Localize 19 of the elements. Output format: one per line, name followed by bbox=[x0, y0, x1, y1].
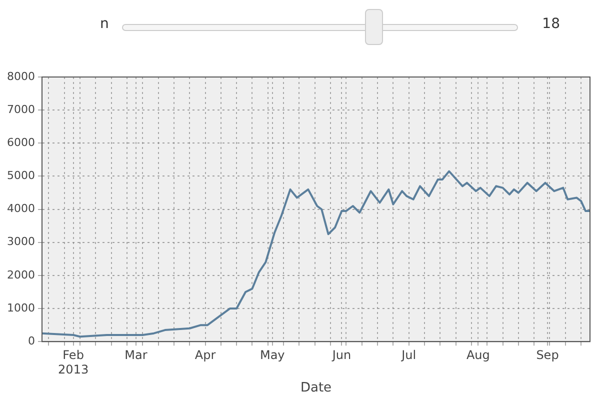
x-tick-label: Sep bbox=[536, 348, 559, 362]
slider-control: n 18 bbox=[100, 8, 560, 44]
y-tick-label: 7000 bbox=[6, 102, 35, 116]
y-tick-label: 1000 bbox=[6, 301, 35, 314]
x-axis-title: Date bbox=[300, 380, 332, 396]
x-tick-label: Apr bbox=[194, 348, 216, 362]
x-tick-label: Aug bbox=[466, 348, 490, 362]
y-tick-label: 0 bbox=[28, 334, 35, 348]
x-tick-label: Jul bbox=[400, 348, 416, 362]
y-tick-label: 8000 bbox=[6, 70, 35, 83]
y-tick-label: 2000 bbox=[6, 268, 35, 282]
y-tick-label: 3000 bbox=[6, 235, 35, 248]
y-tick-label: 5000 bbox=[6, 169, 35, 182]
x-tick-label: May bbox=[260, 348, 285, 362]
y-tick-label: 6000 bbox=[6, 136, 35, 150]
x-tick-label: Mar bbox=[124, 348, 148, 362]
x-tick-label: Jun bbox=[331, 348, 352, 362]
y-tick-label: 4000 bbox=[6, 202, 35, 216]
x-tick-label: Feb 2013 bbox=[58, 348, 89, 376]
